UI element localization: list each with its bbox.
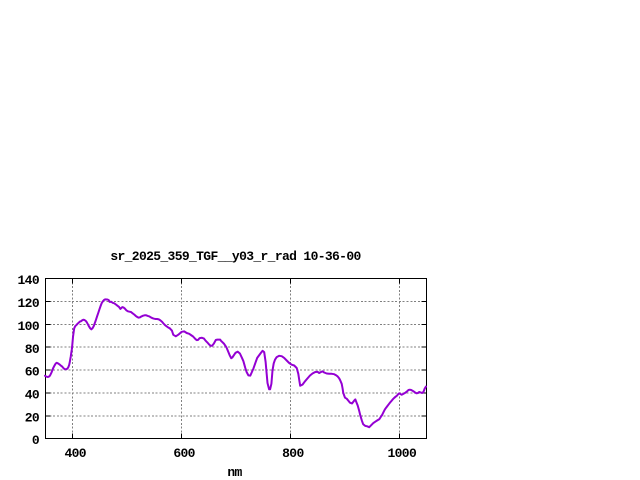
svg-text:120: 120: [18, 296, 40, 311]
svg-text:600: 600: [173, 446, 195, 461]
svg-text:0: 0: [32, 433, 40, 448]
svg-text:140: 140: [18, 273, 40, 288]
svg-text:sr_2025_359_TGF__y03_r_rad 10-: sr_2025_359_TGF__y03_r_rad 10-36-00: [110, 249, 361, 264]
svg-text:800: 800: [282, 446, 304, 461]
svg-text:20: 20: [25, 411, 40, 426]
svg-text:60: 60: [25, 365, 40, 380]
svg-text:400: 400: [64, 446, 86, 461]
svg-text:1000: 1000: [387, 446, 416, 461]
svg-text:nm: nm: [227, 465, 242, 480]
svg-text:80: 80: [25, 342, 40, 357]
svg-text:40: 40: [25, 388, 40, 403]
svg-text:100: 100: [18, 319, 40, 334]
